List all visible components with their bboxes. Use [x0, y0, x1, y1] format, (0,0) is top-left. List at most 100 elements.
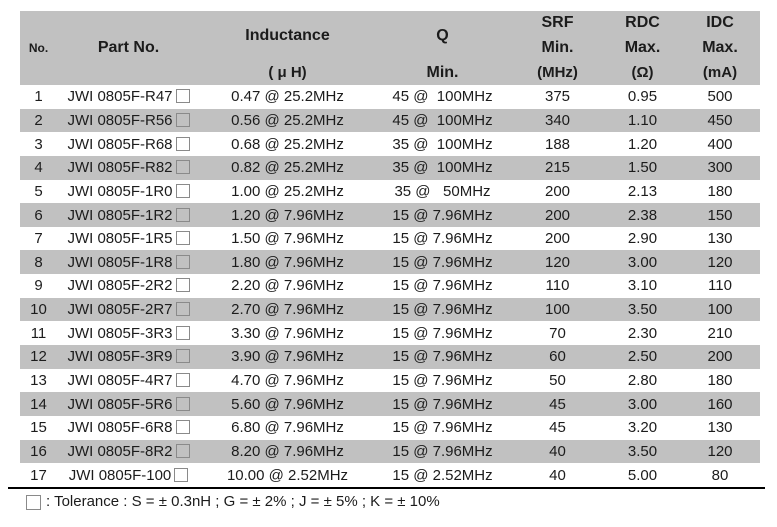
cell-part: JWI 0805F-4R7	[57, 369, 200, 393]
cell-no: 17	[30, 466, 47, 484]
part-number-text: JWI 0805F-2R7	[67, 301, 173, 319]
cell-part: JWI 0805F-3R9	[57, 345, 200, 369]
part-number-text: JWI 0805F-2R2	[67, 277, 173, 295]
cell-inductance: 6.80 @ 7.96MHz	[231, 419, 344, 437]
cell-q: 45 @ 100MHz	[375, 108, 510, 133]
cell-no: 10	[20, 297, 57, 322]
tolerance-code-checkbox	[175, 278, 190, 293]
cell-idc: 210	[707, 324, 733, 342]
header-label: No.	[28, 41, 49, 55]
cell-q: 15 @ 7.96MHz	[375, 345, 510, 369]
cell-srf: 200	[544, 182, 571, 200]
cell-srf: 120	[510, 250, 605, 275]
cell-rdc: 3.50	[605, 297, 680, 322]
table-row: 2 JWI 0805F-R56 0.56 @ 25.2MHz 45 @ 100MHz 3…	[20, 108, 760, 133]
cell-srf: 50	[549, 372, 566, 389]
cell-part: JWI 0805F-R82	[57, 155, 200, 180]
header-label: IDC	[706, 14, 734, 32]
cell-no: 3	[34, 135, 43, 153]
cell-rdc: 3.50	[605, 439, 680, 464]
header-row: No. Part No. Inductance ( μ H) Q Min. SR…	[20, 11, 760, 85]
cell-srf: 60	[510, 345, 605, 369]
cell-part: JWI 0805F-R68	[57, 132, 200, 156]
tolerance-checkbox-icon	[26, 494, 41, 510]
tolerance-note: : Tolerance : S = ± 0.3nH ; G = ± 2% ; J…	[26, 492, 440, 512]
cell-idc: 100	[680, 297, 760, 322]
table-row: 3 JWI 0805F-R68 0.68 @ 25.2MHz 35 @ 100MHz 1…	[20, 132, 760, 156]
cell-q: 35 @ 100MHz	[375, 155, 510, 180]
tolerance-code-checkbox	[175, 112, 190, 127]
cell-srf: 40	[549, 466, 566, 484]
cell-idc: 150	[680, 203, 760, 227]
cell-inductance: 2.70 @ 7.96MHz	[200, 297, 375, 322]
cell-no: 12	[20, 345, 57, 369]
cell-part: JWI 0805F-1R0	[57, 180, 200, 204]
table-bottom-rule	[8, 487, 765, 489]
cell-rdc: 1.10	[605, 108, 680, 133]
cell-idc: 300	[680, 155, 760, 180]
cell-q: 15 @ 7.96MHz	[375, 439, 510, 464]
cell-inductance: 4.70 @ 7.96MHz	[231, 372, 344, 389]
tolerance-code-checkbox	[175, 420, 190, 435]
inductor-spec-table: No. Part No. Inductance ( μ H) Q Min. SR…	[20, 11, 760, 487]
table-row: 6 JWI 0805F-1R2 1.20 @ 7.96MHz 15 @ 7.96MHz…	[20, 203, 760, 227]
spec-table-body: 1 JWI 0805F-R47 0.47 @ 25.2MHz 45 @ 100MHz 3…	[20, 85, 760, 487]
cell-inductance: 1.20 @ 7.96MHz	[200, 203, 375, 227]
cell-no: 15	[30, 419, 47, 437]
cell-idc: 200	[680, 345, 760, 369]
cell-rdc: 2.30	[627, 324, 658, 342]
part-number-text: JWI 0805F-8R2	[67, 442, 173, 460]
cell-srf: 215	[510, 155, 605, 180]
cell-idc: 120	[680, 250, 760, 275]
cell-srf: 70	[549, 324, 566, 342]
cell-part: JWI 0805F-1R5	[57, 227, 200, 251]
part-number-text: JWI 0805F-R82	[67, 159, 173, 177]
cell-rdc: 2.80	[627, 372, 658, 389]
cell-rdc: 2.50	[605, 345, 680, 369]
cell-srf: 45	[549, 419, 566, 437]
tolerance-code-checkbox	[175, 325, 190, 340]
tolerance-code-checkbox	[175, 136, 190, 151]
tolerance-code-checkbox	[175, 160, 190, 175]
cell-idc: 130	[707, 419, 733, 437]
table-row: 8 JWI 0805F-1R8 1.80 @ 7.96MHz 15 @ 7.96MHz…	[20, 250, 760, 275]
table-row: 4 JWI 0805F-R82 0.82 @ 25.2MHz 35 @ 100MHz 2…	[20, 155, 760, 180]
cell-idc: 120	[680, 439, 760, 464]
cell-no: 5	[34, 182, 43, 200]
tolerance-note-text: : Tolerance : S = ± 0.3nH ; G = ± 2% ; J…	[46, 493, 440, 510]
table-row: 14 JWI 0805F-5R6 5.60 @ 7.96MHz 15 @ 7.96MH…	[20, 392, 760, 416]
cell-rdc: 5.00	[627, 466, 658, 484]
cell-inductance: 5.60 @ 7.96MHz	[200, 392, 375, 416]
table-row: 1 JWI 0805F-R47 0.47 @ 25.2MHz 45 @ 100MHz 3…	[20, 85, 760, 109]
tolerance-code-checkbox	[175, 443, 190, 458]
col-header-rdc: RDC Max. (Ω)	[605, 11, 680, 85]
part-number-text: JWI 0805F-4R7	[67, 372, 173, 389]
col-header-no: No.	[20, 11, 57, 85]
cell-rdc: 3.00	[605, 392, 680, 416]
cell-q: 15 @ 7.96MHz	[375, 392, 510, 416]
cell-idc: 160	[680, 392, 760, 416]
part-number-text: JWI 0805F-R68	[67, 135, 173, 153]
cell-rdc: 2.13	[627, 182, 658, 200]
table-row: 13 JWI 0805F-4R7 4.70 @ 7.96MHz 15 @ 7.96MH…	[20, 369, 760, 393]
cell-srf: 188	[544, 135, 571, 153]
cell-no: 16	[20, 439, 57, 464]
cell-part: JWI 0805F-R47	[57, 85, 200, 109]
col-header-srf: SRF Min. (MHz)	[510, 11, 605, 85]
cell-part: JWI 0805F-5R6	[57, 392, 200, 416]
table-row: 17 JWI 0805F-100 10.00 @ 2.52MHz 15 @ 2.52M…	[20, 463, 760, 487]
cell-rdc: 1.50	[605, 155, 680, 180]
header-unit: (mA)	[702, 64, 738, 82]
cell-inductance: 8.20 @ 7.96MHz	[200, 439, 375, 464]
header-label: Part No.	[97, 39, 160, 56]
part-number-text: JWI 0805F-5R6	[67, 395, 173, 413]
cell-idc: 450	[680, 108, 760, 133]
cell-inductance: 2.20 @ 7.96MHz	[231, 277, 344, 295]
header-unit: (Ω)	[631, 64, 654, 82]
col-header-q: Q Min.	[375, 11, 510, 85]
cell-idc: 110	[708, 277, 732, 295]
table-header: No. Part No. Inductance ( μ H) Q Min. SR…	[20, 11, 760, 85]
part-number-text: JWI 0805F-R47	[67, 88, 173, 106]
cell-rdc: 3.20	[627, 419, 658, 437]
header-sublabel: Min.	[426, 63, 459, 81]
